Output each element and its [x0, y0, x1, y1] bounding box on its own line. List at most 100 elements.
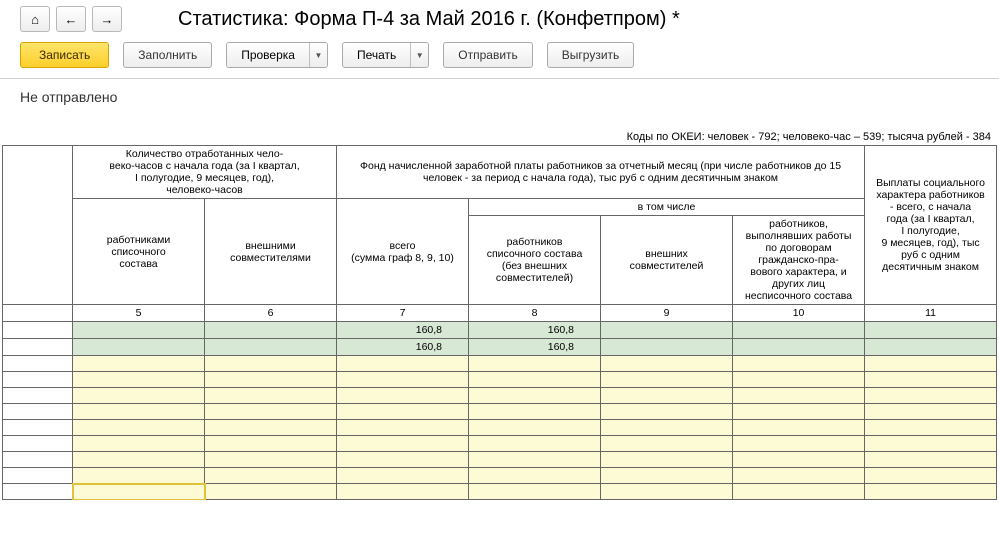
table-cell[interactable] — [73, 420, 205, 436]
table-cell[interactable] — [3, 339, 73, 356]
table-cell[interactable] — [205, 484, 337, 500]
table-cell[interactable] — [865, 388, 997, 404]
table-cell[interactable] — [865, 436, 997, 452]
export-button[interactable]: Выгрузить — [547, 42, 635, 68]
table-cell[interactable] — [469, 356, 601, 372]
table-cell[interactable] — [733, 420, 865, 436]
table-cell[interactable] — [205, 452, 337, 468]
table-cell[interactable] — [865, 339, 997, 356]
table-cell[interactable] — [73, 452, 205, 468]
table-cell[interactable] — [73, 404, 205, 420]
table-cell[interactable] — [205, 404, 337, 420]
print-button-label[interactable]: Печать — [343, 43, 410, 67]
table-cell[interactable] — [3, 468, 73, 484]
table-cell[interactable]: 160,8 — [337, 322, 469, 339]
table-cell[interactable] — [205, 339, 337, 356]
table-cell[interactable] — [3, 420, 73, 436]
table-cell[interactable] — [865, 484, 997, 500]
table-cell[interactable] — [337, 372, 469, 388]
table-cell[interactable] — [733, 356, 865, 372]
table-cell[interactable] — [337, 420, 469, 436]
table-cell[interactable] — [733, 388, 865, 404]
table-cell[interactable] — [3, 436, 73, 452]
table-cell[interactable] — [205, 372, 337, 388]
table-cell[interactable] — [733, 339, 865, 356]
table-cell[interactable] — [469, 468, 601, 484]
table-cell[interactable] — [733, 452, 865, 468]
table-cell[interactable] — [601, 484, 733, 500]
table-cell[interactable] — [205, 436, 337, 452]
table-cell[interactable] — [73, 484, 205, 500]
table-cell[interactable] — [73, 436, 205, 452]
table-cell[interactable] — [205, 322, 337, 339]
check-button-label[interactable]: Проверка — [227, 43, 309, 67]
table-cell[interactable] — [733, 322, 865, 339]
table-cell[interactable]: 160,8 — [337, 339, 469, 356]
table-cell[interactable] — [337, 388, 469, 404]
save-button[interactable]: Записать — [20, 42, 109, 68]
table-cell[interactable] — [865, 356, 997, 372]
table-cell[interactable] — [469, 484, 601, 500]
table-cell[interactable] — [3, 372, 73, 388]
table-cell[interactable] — [469, 420, 601, 436]
table-cell[interactable] — [601, 436, 733, 452]
chevron-down-icon[interactable]: ▼ — [410, 43, 428, 67]
table-cell[interactable] — [601, 322, 733, 339]
table-cell[interactable] — [733, 468, 865, 484]
table-cell[interactable] — [3, 484, 73, 500]
print-button[interactable]: Печать ▼ — [342, 42, 429, 68]
table-cell[interactable] — [733, 436, 865, 452]
table-cell[interactable] — [3, 452, 73, 468]
table-cell[interactable] — [73, 339, 205, 356]
table-cell[interactable] — [337, 468, 469, 484]
table-cell[interactable] — [469, 372, 601, 388]
table-cell[interactable] — [865, 372, 997, 388]
table-cell[interactable] — [337, 436, 469, 452]
table-cell[interactable] — [205, 420, 337, 436]
table-cell[interactable] — [601, 372, 733, 388]
table-cell[interactable] — [601, 452, 733, 468]
table-cell[interactable] — [733, 372, 865, 388]
table-cell[interactable] — [205, 468, 337, 484]
table-cell[interactable] — [73, 356, 205, 372]
table-cell[interactable] — [601, 404, 733, 420]
table-cell[interactable] — [601, 420, 733, 436]
table-cell[interactable] — [3, 388, 73, 404]
table-cell[interactable] — [865, 468, 997, 484]
table-cell[interactable] — [73, 468, 205, 484]
table-cell[interactable]: 160,8 — [469, 322, 601, 339]
table-cell[interactable] — [73, 372, 205, 388]
table-cell[interactable] — [469, 452, 601, 468]
send-button[interactable]: Отправить — [443, 42, 533, 68]
back-button[interactable]: ← — [56, 6, 86, 32]
table-cell[interactable] — [469, 436, 601, 452]
table-cell[interactable] — [3, 322, 73, 339]
table-cell[interactable] — [601, 468, 733, 484]
table-cell[interactable] — [601, 356, 733, 372]
home-button[interactable]: ⌂ — [20, 6, 50, 32]
table-cell[interactable] — [3, 356, 73, 372]
table-cell[interactable] — [865, 420, 997, 436]
table-cell[interactable] — [469, 388, 601, 404]
table-cell[interactable] — [73, 388, 205, 404]
table-cell[interactable] — [337, 356, 469, 372]
fill-button[interactable]: Заполнить — [123, 42, 212, 68]
table-cell[interactable] — [733, 484, 865, 500]
chevron-down-icon[interactable]: ▼ — [309, 43, 327, 67]
table-cell[interactable] — [601, 339, 733, 356]
table-cell[interactable] — [865, 322, 997, 339]
check-button[interactable]: Проверка ▼ — [226, 42, 328, 68]
table-cell[interactable] — [337, 452, 469, 468]
table-cell[interactable] — [3, 404, 73, 420]
table-cell[interactable] — [337, 404, 469, 420]
table-cell[interactable] — [865, 452, 997, 468]
table-cell[interactable] — [73, 322, 205, 339]
table-cell[interactable] — [601, 388, 733, 404]
table-cell[interactable] — [865, 404, 997, 420]
table-cell[interactable] — [205, 388, 337, 404]
table-cell[interactable] — [733, 404, 865, 420]
table-cell[interactable] — [205, 356, 337, 372]
table-cell[interactable]: 160,8 — [469, 339, 601, 356]
table-cell[interactable] — [337, 484, 469, 500]
table-cell[interactable] — [469, 404, 601, 420]
